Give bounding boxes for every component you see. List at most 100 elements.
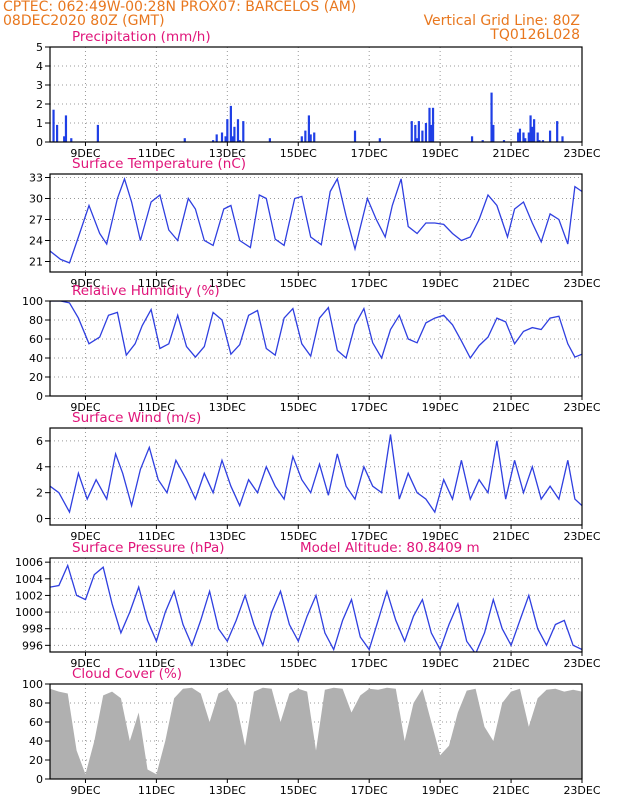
x-tick-label: 11DEC	[138, 401, 175, 414]
y-tick-label: 1000	[15, 606, 43, 619]
x-tick-label: 15DEC	[280, 401, 317, 414]
x-tick-label: 15DEC	[280, 784, 317, 797]
x-tick-label: 9DEC	[70, 657, 100, 670]
y-tick-label: 0	[36, 390, 43, 403]
y-tick-label: 2	[36, 487, 43, 500]
y-tick-label: 5	[36, 41, 43, 54]
precipitation-bar	[481, 140, 484, 142]
precipitation-bar	[55, 124, 59, 142]
x-tick-label: 17DEC	[351, 401, 388, 414]
x-tick-label: 21DEC	[493, 147, 530, 160]
precipitation-bar	[242, 121, 245, 142]
precipitation-bar	[307, 115, 311, 142]
precipitation-bar	[300, 136, 303, 142]
x-tick-label: 19DEC	[422, 147, 459, 160]
x-tick-label: 11DEC	[138, 657, 175, 670]
plot-frame	[49, 300, 583, 397]
y-tick-label: 33	[29, 172, 43, 185]
x-tick-label: 23DEC	[563, 277, 600, 290]
y-tick-label: 60	[29, 333, 43, 346]
x-tick-label: 15DEC	[280, 147, 317, 160]
precipitation-bar	[531, 126, 534, 142]
x-tick-label: 23DEC	[563, 147, 600, 160]
panel-2: 0 20 40 60 80 100 9DEC 11DEC 13DEC 15DEC 17DEC 19DE…	[22, 283, 601, 414]
precipitation-bar	[183, 138, 186, 142]
header-run-date: 08DEC2020 80Z (GMT)	[3, 13, 165, 29]
y-tick-label: 3	[36, 79, 43, 92]
x-tick-label: 23DEC	[563, 784, 600, 797]
precipitation-bar	[64, 115, 68, 142]
y-tick-label: 100	[22, 678, 43, 691]
precipitation-bar	[524, 138, 527, 142]
x-tick-label: 11DEC	[138, 147, 175, 160]
precipitation-bar	[533, 119, 536, 142]
y-tick-label: 4	[36, 461, 43, 474]
plot-frame	[49, 46, 583, 143]
precipitation-bar	[556, 121, 559, 142]
y-tick-label: 0	[36, 773, 43, 786]
precipitation-bar	[378, 138, 381, 142]
precipitation-bar	[414, 124, 417, 142]
x-tick-label: 17DEC	[351, 657, 388, 670]
panel-title: Precipitation (mm/h)	[72, 29, 211, 45]
y-tick-label: 1002	[15, 589, 43, 602]
precipitation-bar	[517, 132, 520, 142]
y-tick-label: 80	[29, 314, 43, 327]
precipitation-bar	[502, 140, 506, 142]
precipitation-bar	[527, 132, 530, 142]
x-tick-label: 13DEC	[209, 530, 246, 543]
precipitation-bar	[313, 132, 316, 142]
precipitation-bar	[212, 140, 215, 142]
precipitation-bar	[536, 132, 539, 142]
panel-subtitle: Model Altitude: 80.8409 m	[300, 540, 480, 556]
x-tick-label: 19DEC	[422, 277, 459, 290]
x-tick-label: 11DEC	[138, 784, 175, 797]
x-tick-label: 17DEC	[351, 784, 388, 797]
precipitation-bar	[226, 119, 229, 142]
precipitation-bar	[415, 138, 419, 142]
x-tick-label: 11DEC	[138, 530, 175, 543]
panel-3: 0 2 4 6 9DEC 11DEC 13DEC 15DEC 17DEC 19DEC 21DEC 23…	[36, 410, 601, 543]
x-tick-label: 21DEC	[493, 530, 530, 543]
y-tick-label: 40	[29, 352, 43, 365]
plot-frame	[49, 683, 583, 780]
y-tick-label: 20	[29, 371, 43, 384]
panel-title: Surface Pressure (hPa)	[72, 540, 225, 556]
precipitation-bar	[268, 138, 271, 142]
precipitation-bar	[518, 128, 522, 142]
precipitation-bar	[231, 136, 234, 142]
precipitation-bar	[63, 136, 66, 142]
header-grid-note: Vertical Grid Line: 80Z	[423, 13, 580, 29]
x-tick-label: 9DEC	[70, 277, 100, 290]
precipitation-bar	[417, 121, 420, 142]
precipitation-bar	[541, 140, 545, 142]
panel-title: Relative Humidity (%)	[72, 283, 220, 299]
y-tick-label: 996	[22, 639, 43, 652]
precipitation-bar	[215, 134, 218, 142]
x-tick-label: 13DEC	[209, 277, 246, 290]
y-tick-label: 21	[29, 256, 43, 269]
precipitation-bar	[229, 105, 232, 142]
precipitation-bar	[421, 130, 424, 142]
precipitation-bar	[236, 119, 240, 142]
y-tick-label: 6	[36, 435, 43, 448]
x-tick-label: 23DEC	[563, 657, 600, 670]
y-tick-label: 2	[36, 98, 43, 111]
precipitation-bar	[70, 138, 73, 142]
x-tick-label: 23DEC	[563, 530, 600, 543]
x-tick-label: 9DEC	[70, 784, 100, 797]
precipitation-bar	[430, 124, 433, 142]
x-tick-label: 13DEC	[209, 784, 246, 797]
precipitation-bar	[529, 115, 532, 142]
x-tick-label: 15DEC	[280, 530, 317, 543]
y-tick-label: 1006	[15, 556, 43, 569]
y-tick-label: 1004	[15, 573, 43, 586]
x-tick-label: 21DEC	[493, 784, 530, 797]
x-tick-label: 19DEC	[422, 784, 459, 797]
precipitation-bar	[304, 130, 307, 142]
y-tick-label: 80	[29, 697, 43, 710]
precipitation-bar	[233, 126, 236, 142]
panel-1: 21 24 27 30 33 9DEC 11DEC 13DEC 15DEC 17DEC 19DEC 2…	[29, 156, 601, 290]
precipitation-bar	[492, 124, 495, 142]
precipitation-bar	[548, 130, 552, 142]
